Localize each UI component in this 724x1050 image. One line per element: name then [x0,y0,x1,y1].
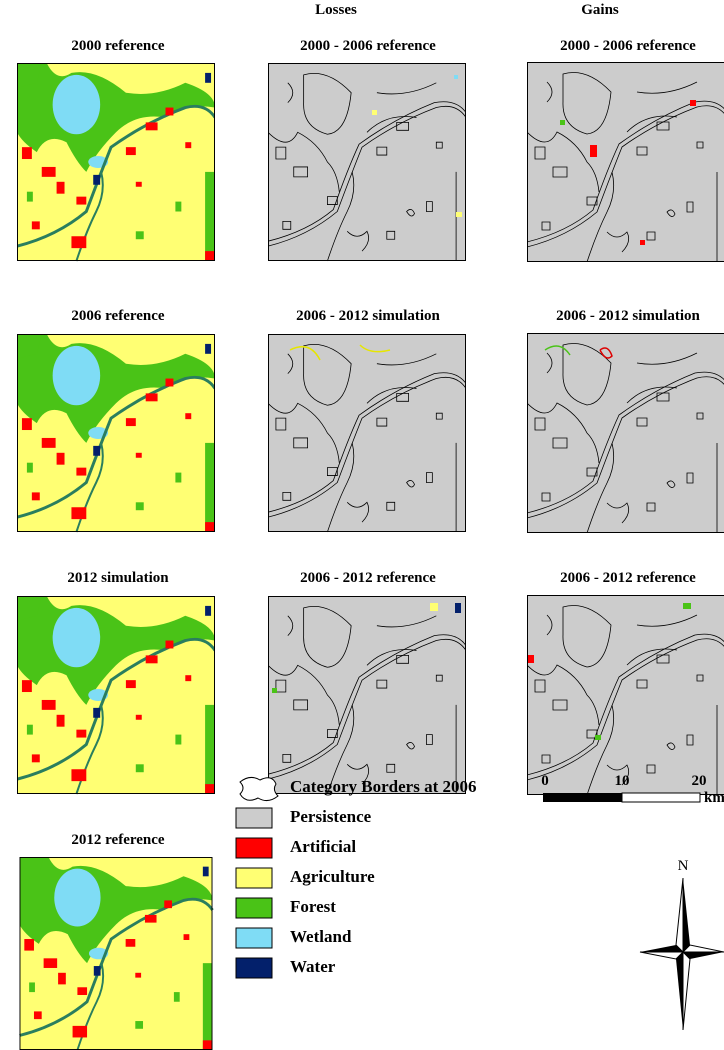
loss-map [268,334,466,532]
scale-label: 10 [615,773,630,789]
north-label: N [678,858,689,874]
panel-title: 2006 - 2012 reference [560,570,696,586]
figure: Losses Gains 2000 reference 2000 - 2006 … [0,0,724,1050]
legend: Category Borders at 2006 Persistence Art… [236,777,477,978]
panel-title: 2012 simulation [67,570,169,586]
figure-canvas: Losses Gains 2000 reference 2000 - 2006 … [0,0,724,1050]
panel-title: 2000 reference [71,38,164,54]
legend-label: Persistence [290,807,372,826]
legend-swatch [236,838,272,858]
legend-swatch [236,928,272,948]
legend-label: Category Borders at 2006 [290,777,477,796]
north-arrow: N [640,858,724,1030]
gain-map [527,333,724,533]
land-cover-map [20,857,213,1050]
panel-title: 2000 - 2006 reference [300,38,436,54]
legend-label: Wetland [290,927,352,946]
legend-label: Artificial [290,837,356,856]
panel-title: 2012 reference [71,832,164,848]
legend-swatch [236,898,272,918]
panel-title: 2006 - 2012 reference [300,570,436,586]
scale-segment [622,793,700,802]
legend-swatch [240,777,278,800]
land-cover-map [17,63,215,261]
column-header: Losses [315,2,357,18]
legend-label: Forest [290,897,336,916]
panel-title: 2006 - 2012 simulation [556,308,700,324]
land-cover-map [17,596,215,794]
legend-swatch [236,868,272,888]
panel-title: 2006 reference [71,308,164,324]
scale-unit: km [704,790,724,806]
panel-title: 2006 - 2012 simulation [296,308,440,324]
gain-map [527,595,724,795]
scale-label: 0 [541,773,549,789]
loss-map [268,596,466,794]
gain-map [527,62,724,262]
panel-title: 2000 - 2006 reference [560,38,696,54]
loss-map [268,63,466,261]
legend-label: Agriculture [290,867,375,886]
scale-segment [543,793,622,802]
legend-swatch [236,958,272,978]
column-header: Gains [581,2,619,18]
legend-label: Water [290,957,336,976]
scale-label: 20 [692,773,707,789]
legend-swatch [236,808,272,828]
land-cover-map [17,334,215,532]
